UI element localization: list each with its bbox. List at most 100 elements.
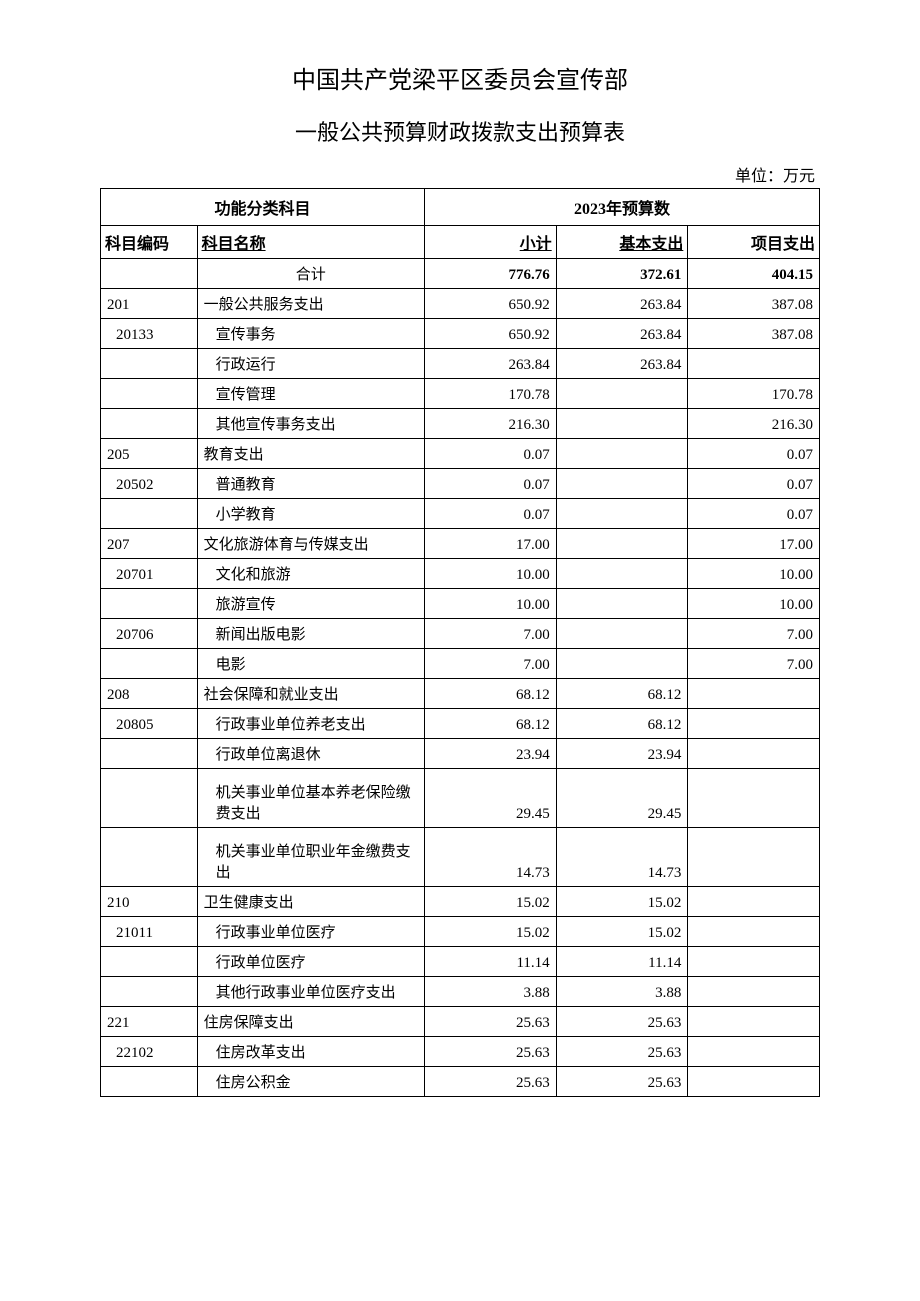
- header-col-name: 科目名称: [197, 226, 424, 259]
- cell-subtotal: 25.63: [425, 1067, 557, 1097]
- cell-code: 20706: [101, 619, 198, 649]
- table-row: 207文化旅游体育与传媒支出17.0017.00: [101, 529, 820, 559]
- cell-name: 电影: [197, 649, 424, 679]
- cell-name: 行政运行: [197, 349, 424, 379]
- cell-code: [101, 947, 198, 977]
- cell-name: 文化旅游体育与传媒支出: [197, 529, 424, 559]
- cell-project: [688, 349, 820, 379]
- cell-code: 205: [101, 439, 198, 469]
- cell-code: [101, 739, 198, 769]
- cell-name: 住房公积金: [197, 1067, 424, 1097]
- cell-basic: [556, 619, 688, 649]
- table-row: 机关事业单位职业年金缴费支出14.7314.73: [101, 828, 820, 887]
- cell-project: [688, 709, 820, 739]
- cell-basic: 372.61: [556, 259, 688, 289]
- cell-basic: 263.84: [556, 289, 688, 319]
- table-row: 机关事业单位基本养老保险缴费支出29.4529.45: [101, 769, 820, 828]
- table-row: 小学教育0.070.07: [101, 499, 820, 529]
- cell-basic: 25.63: [556, 1007, 688, 1037]
- cell-name: 住房改革支出: [197, 1037, 424, 1067]
- cell-subtotal: 11.14: [425, 947, 557, 977]
- cell-basic: 15.02: [556, 887, 688, 917]
- cell-name: 一般公共服务支出: [197, 289, 424, 319]
- cell-name: 社会保障和就业支出: [197, 679, 424, 709]
- cell-code: 22102: [101, 1037, 198, 1067]
- cell-subtotal: 10.00: [425, 559, 557, 589]
- cell-subtotal: 25.63: [425, 1007, 557, 1037]
- header-col-basic: 基本支出: [556, 226, 688, 259]
- cell-basic: [556, 649, 688, 679]
- cell-project: [688, 828, 820, 887]
- table-row: 行政单位医疗11.1411.14: [101, 947, 820, 977]
- cell-basic: 23.94: [556, 739, 688, 769]
- table-row: 201一般公共服务支出650.92263.84387.08: [101, 289, 820, 319]
- table-row: 其他行政事业单位医疗支出3.883.88: [101, 977, 820, 1007]
- table-row: 20502普通教育0.070.07: [101, 469, 820, 499]
- cell-basic: [556, 559, 688, 589]
- cell-subtotal: 263.84: [425, 349, 557, 379]
- table-row: 20133宣传事务650.92263.84387.08: [101, 319, 820, 349]
- cell-basic: 263.84: [556, 319, 688, 349]
- cell-project: 17.00: [688, 529, 820, 559]
- table-row: 221住房保障支出25.6325.63: [101, 1007, 820, 1037]
- cell-code: [101, 409, 198, 439]
- table-row: 电影7.007.00: [101, 649, 820, 679]
- cell-code: [101, 828, 198, 887]
- cell-basic: 68.12: [556, 709, 688, 739]
- table-row: 205教育支出0.070.07: [101, 439, 820, 469]
- table-row: 住房公积金25.6325.63: [101, 1067, 820, 1097]
- cell-name: 小学教育: [197, 499, 424, 529]
- cell-subtotal: 3.88: [425, 977, 557, 1007]
- cell-name: 其他行政事业单位医疗支出: [197, 977, 424, 1007]
- cell-project: 10.00: [688, 589, 820, 619]
- cell-project: [688, 977, 820, 1007]
- header-function-group: 功能分类科目: [101, 189, 425, 226]
- table-row: 20706新闻出版电影7.007.00: [101, 619, 820, 649]
- cell-project: 7.00: [688, 649, 820, 679]
- cell-name: 行政单位离退休: [197, 739, 424, 769]
- cell-code: 207: [101, 529, 198, 559]
- cell-subtotal: 7.00: [425, 649, 557, 679]
- cell-code: 20502: [101, 469, 198, 499]
- cell-subtotal: 170.78: [425, 379, 557, 409]
- cell-subtotal: 650.92: [425, 289, 557, 319]
- cell-project: [688, 887, 820, 917]
- cell-basic: [556, 499, 688, 529]
- cell-code: 221: [101, 1007, 198, 1037]
- cell-name: 合计: [197, 259, 424, 289]
- cell-subtotal: 68.12: [425, 679, 557, 709]
- cell-subtotal: 776.76: [425, 259, 557, 289]
- header-col-project: 项目支出: [688, 226, 820, 259]
- title-sub: 一般公共预算财政拨款支出预算表: [100, 115, 820, 147]
- table-header: 功能分类科目 2023年预算数 科目编码 科目名称 小计 基本支出 项目支出: [101, 189, 820, 259]
- cell-name: 教育支出: [197, 439, 424, 469]
- cell-name: 旅游宣传: [197, 589, 424, 619]
- cell-code: [101, 259, 198, 289]
- cell-project: [688, 739, 820, 769]
- table-row: 行政单位离退休23.9423.94: [101, 739, 820, 769]
- table-row: 22102住房改革支出25.6325.63: [101, 1037, 820, 1067]
- table-row: 208社会保障和就业支出68.1268.12: [101, 679, 820, 709]
- cell-basic: 14.73: [556, 828, 688, 887]
- cell-basic: 25.63: [556, 1067, 688, 1097]
- table-row: 20701文化和旅游10.0010.00: [101, 559, 820, 589]
- cell-basic: [556, 379, 688, 409]
- cell-code: [101, 977, 198, 1007]
- cell-name: 卫生健康支出: [197, 887, 424, 917]
- cell-project: [688, 1067, 820, 1097]
- cell-code: [101, 1067, 198, 1097]
- budget-table: 功能分类科目 2023年预算数 科目编码 科目名称 小计 基本支出 项目支出 合…: [100, 188, 820, 1097]
- cell-name: 其他宣传事务支出: [197, 409, 424, 439]
- cell-subtotal: 29.45: [425, 769, 557, 828]
- cell-subtotal: 14.73: [425, 828, 557, 887]
- cell-basic: 25.63: [556, 1037, 688, 1067]
- cell-name: 宣传管理: [197, 379, 424, 409]
- cell-code: [101, 769, 198, 828]
- cell-basic: [556, 409, 688, 439]
- cell-project: 387.08: [688, 289, 820, 319]
- cell-basic: 29.45: [556, 769, 688, 828]
- table-row: 20805行政事业单位养老支出68.1268.12: [101, 709, 820, 739]
- cell-basic: [556, 529, 688, 559]
- cell-code: [101, 589, 198, 619]
- cell-basic: [556, 439, 688, 469]
